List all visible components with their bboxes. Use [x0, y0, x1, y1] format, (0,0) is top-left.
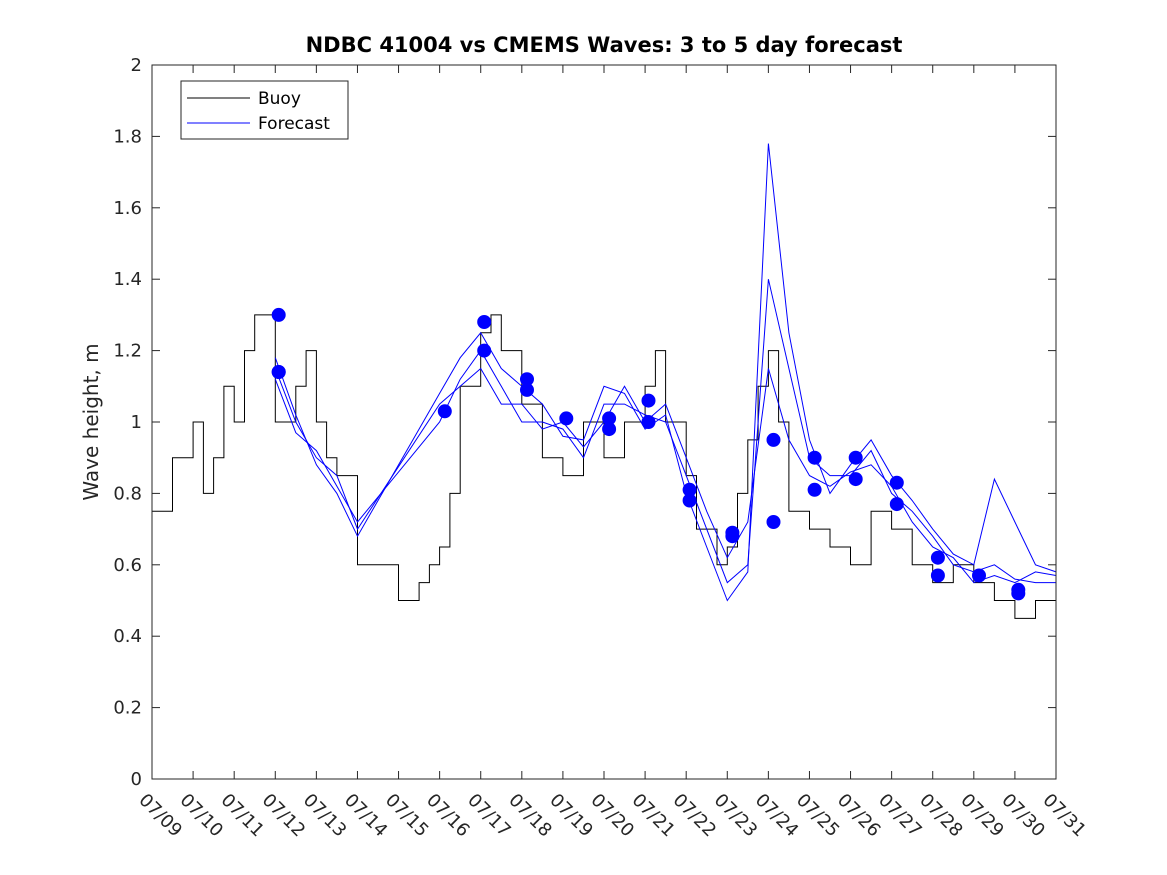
forecast-marker — [477, 315, 492, 329]
y-tick-label: 0.8 — [113, 483, 142, 504]
y-tick-label: 1.2 — [113, 341, 142, 362]
forecast-marker — [641, 415, 656, 429]
forecast-marker — [602, 422, 617, 437]
y-tick-label: 0.2 — [113, 698, 142, 719]
forecast-marker — [559, 411, 574, 426]
forecast-marker — [1011, 586, 1026, 601]
legend: Buoy Forecast — [180, 80, 349, 140]
forecast-marker — [682, 493, 697, 508]
legend-buoy-label: Buoy — [258, 89, 301, 109]
forecast-marker — [725, 529, 740, 544]
forecast-marker — [271, 307, 286, 322]
y-tick-label: 1 — [131, 412, 142, 433]
y-tick-label: 1.8 — [113, 126, 142, 147]
y-axis-label: Wave height, m — [79, 343, 103, 500]
forecast-marker — [972, 568, 986, 583]
forecast-series-line — [274, 367, 1057, 584]
forecast-marker — [271, 365, 286, 379]
forecast-marker — [889, 497, 904, 512]
forecast-marker — [641, 393, 656, 408]
forecast-marker — [807, 450, 822, 465]
forecast-series-line — [274, 279, 1056, 584]
forecast-marker — [848, 472, 863, 487]
legend-forecast-label: Forecast — [258, 114, 330, 134]
plot-area: 07/0907/1007/1107/1207/1307/1407/1507/16… — [113, 55, 1090, 841]
y-axis-ticks: 0 0.2 0.4 0.6 0.8 1 1.2 1.4 1.6 1.8 2 — [113, 55, 1056, 790]
legend-box — [180, 80, 349, 140]
forecast-marker — [766, 515, 781, 529]
marker-layer — [271, 307, 1026, 601]
y-tick-label: 2 — [131, 55, 142, 76]
y-tick-label: 1.4 — [113, 269, 142, 290]
forecast-marker — [930, 550, 945, 565]
forecast-marker — [437, 404, 452, 419]
chart-title: NDBC 41004 vs CMEMS Waves: 3 to 5 day fo… — [306, 33, 903, 57]
forecast-marker — [520, 382, 534, 397]
forecast-marker — [477, 343, 492, 358]
forecast-marker — [807, 482, 822, 497]
forecast-marker — [889, 475, 904, 490]
forecast-series-line — [274, 143, 1057, 602]
forecast-marker — [848, 450, 863, 465]
forecast-marker — [930, 568, 945, 583]
forecast-marker — [766, 432, 781, 447]
y-tick-label: 0 — [131, 769, 142, 790]
y-tick-label: 0.4 — [113, 626, 142, 647]
series-layer — [152, 143, 1057, 619]
y-tick-label: 0.6 — [113, 555, 142, 576]
y-tick-label: 1.6 — [113, 198, 142, 219]
buoy-series-line — [152, 314, 1057, 619]
